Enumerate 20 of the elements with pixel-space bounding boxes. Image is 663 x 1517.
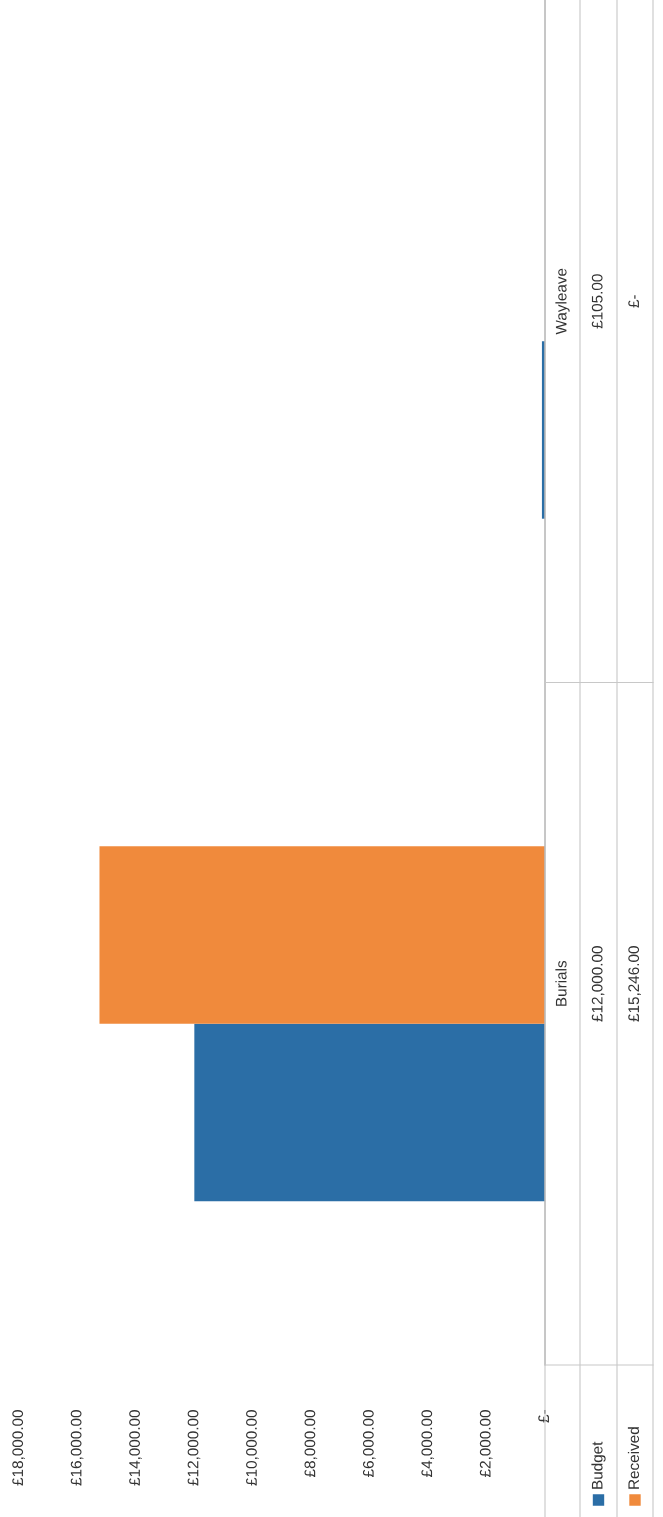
- y-tick-label: Burials: [555, 960, 567, 1006]
- x-tick-label: £6,000.00: [362, 1410, 376, 1477]
- text: Budget: [591, 1441, 606, 1489]
- x-tick-label: £-: [538, 1410, 549, 1423]
- text: Received: [627, 1427, 640, 1489]
- x-tick-label: £14,000.00: [129, 1410, 142, 1486]
- x-tick-label: £10,000.00: [246, 1410, 259, 1486]
- y-tick-label: Wayleave: [555, 268, 570, 335]
- x-tick-label: £18,000.00: [12, 1410, 25, 1486]
- x-tick-label: £8,000.00: [304, 1410, 318, 1477]
- data-label: £-: [628, 295, 639, 308]
- x-tick-label: £16,000.00: [70, 1410, 84, 1486]
- data-label: £15,246.00: [628, 946, 641, 1022]
- bar: [99, 846, 545, 1024]
- data-label: £12,000.00: [591, 946, 605, 1022]
- x-tick-label: £4,000.00: [421, 1410, 435, 1477]
- bar: [194, 1023, 545, 1202]
- data-label: £105.00: [591, 274, 603, 329]
- x-tick-label: £12,000.00: [187, 1410, 201, 1486]
- x-tick-label: £2,000.00: [479, 1410, 493, 1477]
